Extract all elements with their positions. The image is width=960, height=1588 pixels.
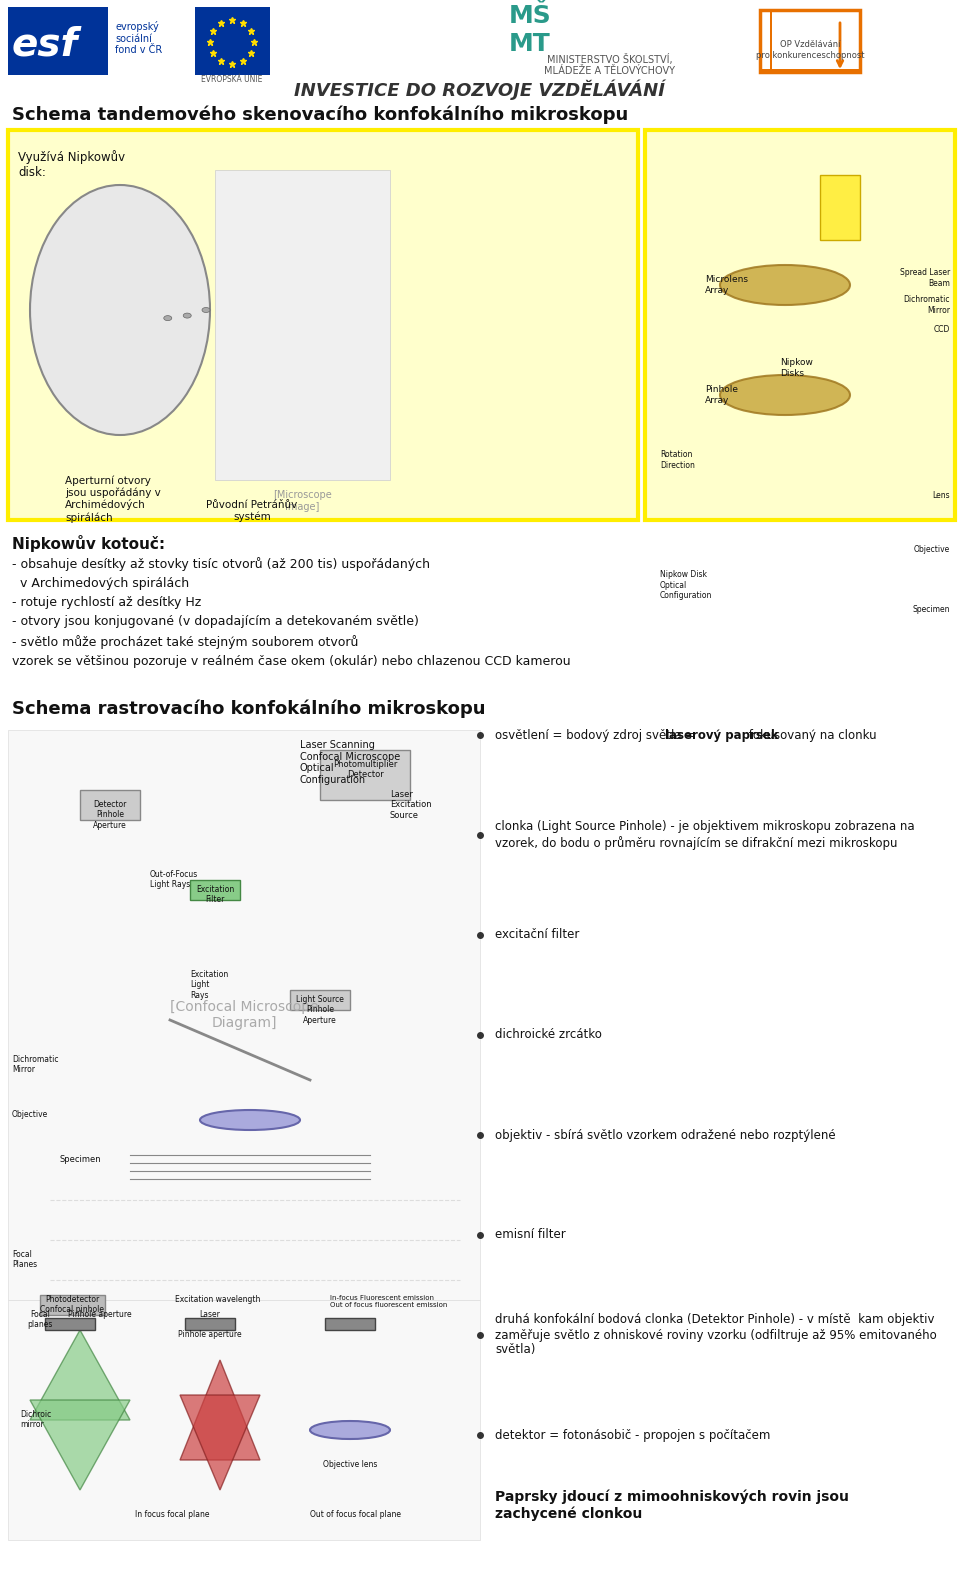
- Ellipse shape: [720, 265, 850, 305]
- Text: Schema rastrovacího konfokálního mikroskopu: Schema rastrovacího konfokálního mikrosk…: [12, 700, 486, 718]
- Bar: [185, 1318, 235, 1331]
- Bar: [40, 1294, 105, 1315]
- Text: emisní filter: emisní filter: [495, 1229, 565, 1242]
- Text: Laser
Excitation
Source: Laser Excitation Source: [390, 789, 432, 819]
- Text: dichroické zrcátko: dichroické zrcátko: [495, 1029, 602, 1042]
- Ellipse shape: [202, 308, 210, 313]
- Polygon shape: [180, 1359, 260, 1459]
- Text: objektiv - sbírá světlo vzorkem odražené nebo rozptýlené: objektiv - sbírá světlo vzorkem odražené…: [495, 1129, 835, 1142]
- Ellipse shape: [219, 299, 227, 303]
- Text: [Microscope
Image]: [Microscope Image]: [273, 491, 331, 511]
- Ellipse shape: [164, 316, 172, 321]
- Text: Out of focus focal plane: Out of focus focal plane: [310, 1510, 401, 1520]
- Ellipse shape: [232, 287, 241, 292]
- Text: Spread Laser
Beam: Spread Laser Beam: [900, 268, 950, 287]
- Text: - obsahuje desítky až stovky tisíc otvorů (až 200 tis) uspořádaných
  v Archimed: - obsahuje desítky až stovky tisíc otvor…: [12, 557, 570, 667]
- Text: Laser: Laser: [200, 1310, 221, 1320]
- Text: Nipkowův kotouč:: Nipkowův kotouč:: [12, 535, 165, 553]
- Text: clonka (Light Source Pinhole) - je objektivem mikroskopu zobrazena na vzorek, do: clonka (Light Source Pinhole) - je objek…: [495, 821, 915, 850]
- Text: MŠ
MT: MŠ MT: [509, 5, 551, 56]
- Bar: [45, 1318, 95, 1331]
- Text: Rotation
Direction: Rotation Direction: [660, 451, 695, 470]
- Text: Paprsky jdoucí z mimoohniskových rovin jsou
zachycené clonkou: Paprsky jdoucí z mimoohniskových rovin j…: [495, 1490, 849, 1521]
- Text: druhá konfokální bodová clonka (Detektor Pinhole) - v místě  kam objektiv zaměřu: druhá konfokální bodová clonka (Detektor…: [495, 1313, 937, 1356]
- Text: detektor = fotonásobič - propojen s počítačem: detektor = fotonásobič - propojen s počí…: [495, 1429, 770, 1442]
- Bar: [325, 1318, 375, 1331]
- Bar: [760, 10, 860, 71]
- Text: Specimen: Specimen: [913, 605, 950, 615]
- Polygon shape: [30, 1401, 130, 1490]
- Bar: [760, 68, 860, 71]
- Bar: [195, 6, 270, 75]
- Text: Out-of-Focus
Light Rays: Out-of-Focus Light Rays: [150, 870, 199, 889]
- Text: Photodetector
Confocal pinhole: Photodetector Confocal pinhole: [40, 1294, 104, 1315]
- Ellipse shape: [310, 1421, 390, 1439]
- Text: MINISTERSTVO ŠKOLSTVÍ,
MLÁDEŽE A TĚLOVÝCHOVY: MINISTERSTVO ŠKOLSTVÍ, MLÁDEŽE A TĚLOVÝC…: [544, 54, 676, 76]
- Text: Light Source
Pinhole
Aperture: Light Source Pinhole Aperture: [296, 996, 344, 1024]
- Text: Laser Scanning
Confocal Microscope
Optical
Configuration: Laser Scanning Confocal Microscope Optic…: [300, 740, 400, 784]
- Text: Aperturní otvory
jsou uspořádány v
Archimédových
spirálách: Aperturní otvory jsou uspořádány v Archi…: [65, 475, 160, 522]
- Text: Nipkow Disk
Optical
Configuration: Nipkow Disk Optical Configuration: [660, 570, 712, 600]
- Bar: [8, 1301, 480, 1540]
- Ellipse shape: [720, 375, 850, 414]
- Bar: [8, 130, 638, 519]
- Bar: [645, 130, 955, 519]
- Text: EVROPSKÁ UNIE: EVROPSKÁ UNIE: [202, 75, 263, 84]
- Text: Photomultiplier
Detector: Photomultiplier Detector: [333, 761, 397, 780]
- Text: In focus focal plane: In focus focal plane: [135, 1510, 209, 1520]
- Text: Pinhole
Array: Pinhole Array: [705, 386, 738, 405]
- Bar: [8, 730, 480, 1301]
- Bar: [770, 10, 772, 71]
- Text: Focal
planes: Focal planes: [27, 1310, 53, 1329]
- Text: Objective: Objective: [914, 546, 950, 554]
- Text: evropský
sociální
fond v ČR: evropský sociální fond v ČR: [115, 21, 162, 56]
- Bar: [320, 750, 410, 800]
- Bar: [8, 6, 108, 75]
- Text: osvětlení = bodový zdroj světla =: osvětlení = bodový zdroj světla =: [495, 729, 699, 742]
- Text: Objective lens: Objective lens: [323, 1459, 377, 1469]
- Bar: [80, 789, 140, 819]
- Text: Dichroic
mirror: Dichroic mirror: [20, 1410, 51, 1429]
- Text: laserový paprsek: laserový paprsek: [665, 729, 779, 742]
- Text: Excitation wavelength: Excitation wavelength: [175, 1294, 260, 1304]
- Ellipse shape: [183, 313, 191, 318]
- Text: Dichromatic
Mirror: Dichromatic Mirror: [12, 1054, 59, 1075]
- Ellipse shape: [30, 184, 210, 435]
- Text: Pinhole aperture: Pinhole aperture: [179, 1331, 242, 1339]
- Text: Pinhole aperture: Pinhole aperture: [68, 1310, 132, 1320]
- Text: CCD: CCD: [934, 326, 950, 335]
- Text: In-focus Fluorescent emission
Out of focus fluorescent emission: In-focus Fluorescent emission Out of foc…: [330, 1294, 447, 1309]
- Bar: [290, 989, 350, 1010]
- Bar: [190, 880, 240, 900]
- Ellipse shape: [200, 1110, 300, 1131]
- Text: Focal
Planes: Focal Planes: [12, 1250, 37, 1269]
- Text: Specimen: Specimen: [60, 1154, 102, 1164]
- Polygon shape: [180, 1394, 260, 1490]
- FancyBboxPatch shape: [8, 6, 303, 75]
- Bar: [820, 175, 860, 240]
- Text: esf: esf: [12, 25, 79, 64]
- Text: Původní Petráňův
systém: Původní Petráňův systém: [206, 500, 298, 522]
- Text: [Confocal Microscope
Diagram]: [Confocal Microscope Diagram]: [170, 1000, 319, 1031]
- Bar: [215, 170, 390, 480]
- Text: INVESTICE DO ROZVOJE VZDĚLÁVÁNÍ: INVESTICE DO ROZVOJE VZDĚLÁVÁNÍ: [295, 79, 665, 100]
- Text: Detector
Pinhole
Aperture: Detector Pinhole Aperture: [93, 800, 127, 831]
- Text: Microlens
Array: Microlens Array: [705, 275, 748, 295]
- Text: excitační filter: excitační filter: [495, 929, 580, 942]
- Polygon shape: [30, 1331, 130, 1420]
- Text: OP Vzdělávání
pro konkurenceschopnost: OP Vzdělávání pro konkurenceschopnost: [756, 40, 864, 60]
- Text: Nipkow
Disks: Nipkow Disks: [780, 359, 813, 378]
- Text: Objective: Objective: [12, 1110, 48, 1120]
- Text: Využívá Nipkowův
disk:: Využívá Nipkowův disk:: [18, 149, 125, 179]
- Text: Excitation
Light
Rays: Excitation Light Rays: [190, 970, 228, 1000]
- Text: fokusovaný na clonku: fokusovaný na clonku: [745, 729, 876, 742]
- Text: Excitation
Filter: Excitation Filter: [196, 885, 234, 905]
- Text: Schema tandemového skenovacího konfokálního mikroskopu: Schema tandemového skenovacího konfokáln…: [12, 106, 628, 124]
- Text: Lens: Lens: [932, 491, 950, 500]
- Text: Dichromatic
Mirror: Dichromatic Mirror: [903, 295, 950, 314]
- Bar: [860, 10, 862, 71]
